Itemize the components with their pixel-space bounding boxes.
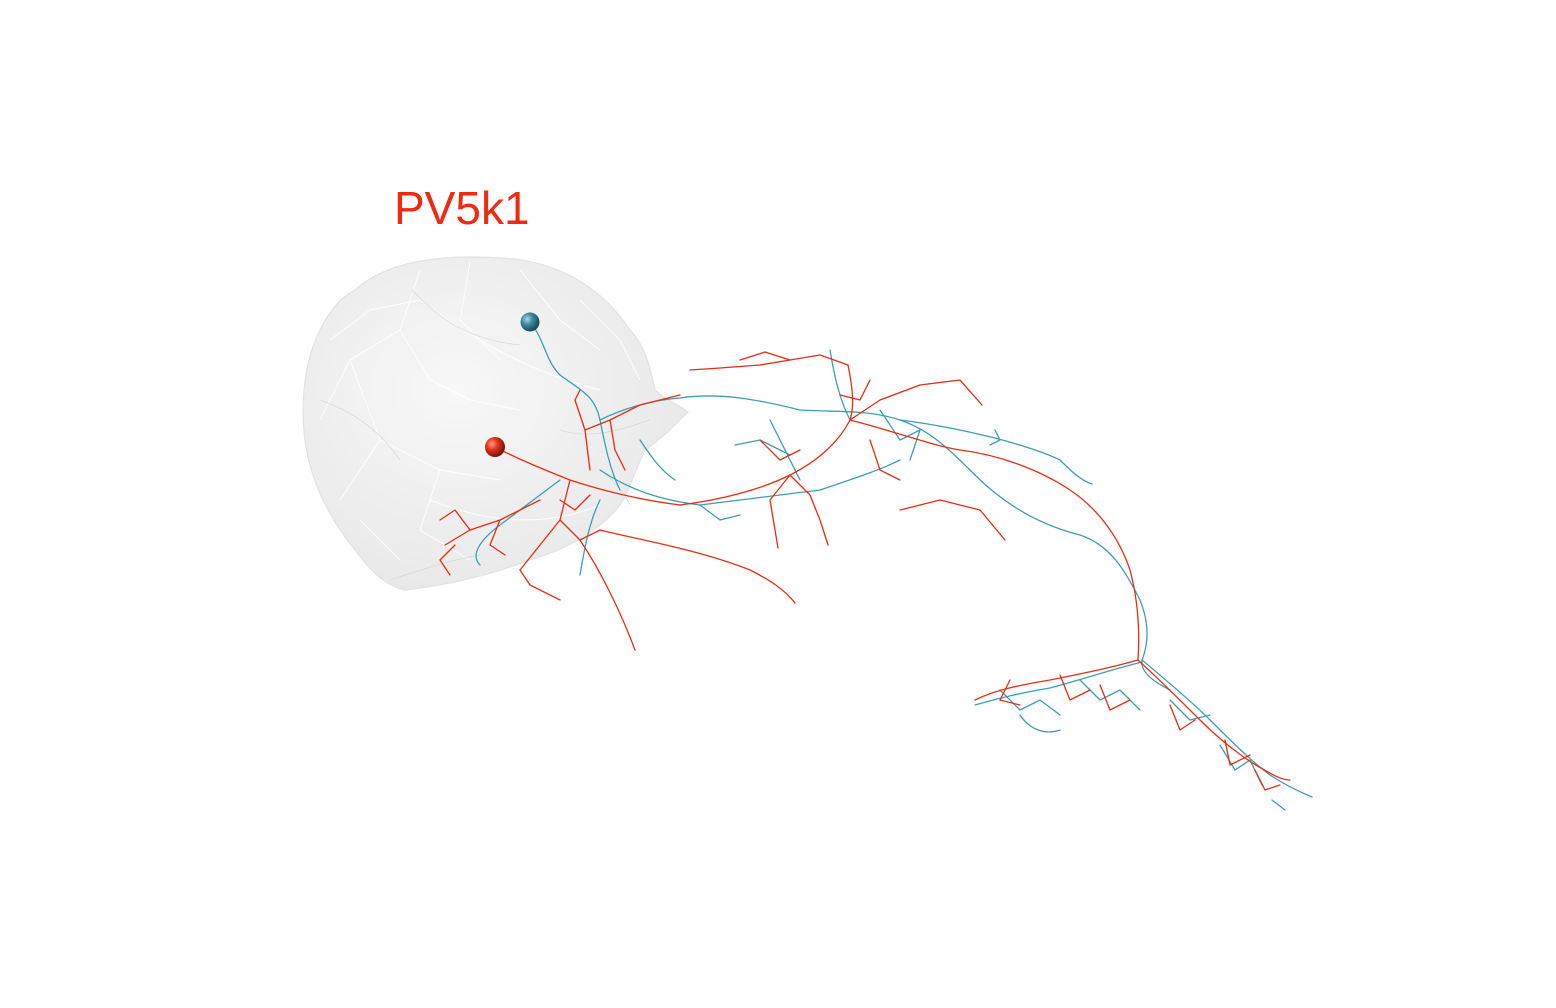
soma-blue <box>520 312 540 332</box>
neuron-blue-skeleton <box>475 321 1313 811</box>
soma-red <box>485 437 505 457</box>
neuron-type-label: PV5k1 <box>394 182 530 234</box>
neuropil-mesh <box>302 256 689 591</box>
neuron-red-skeleton <box>439 351 1291 791</box>
